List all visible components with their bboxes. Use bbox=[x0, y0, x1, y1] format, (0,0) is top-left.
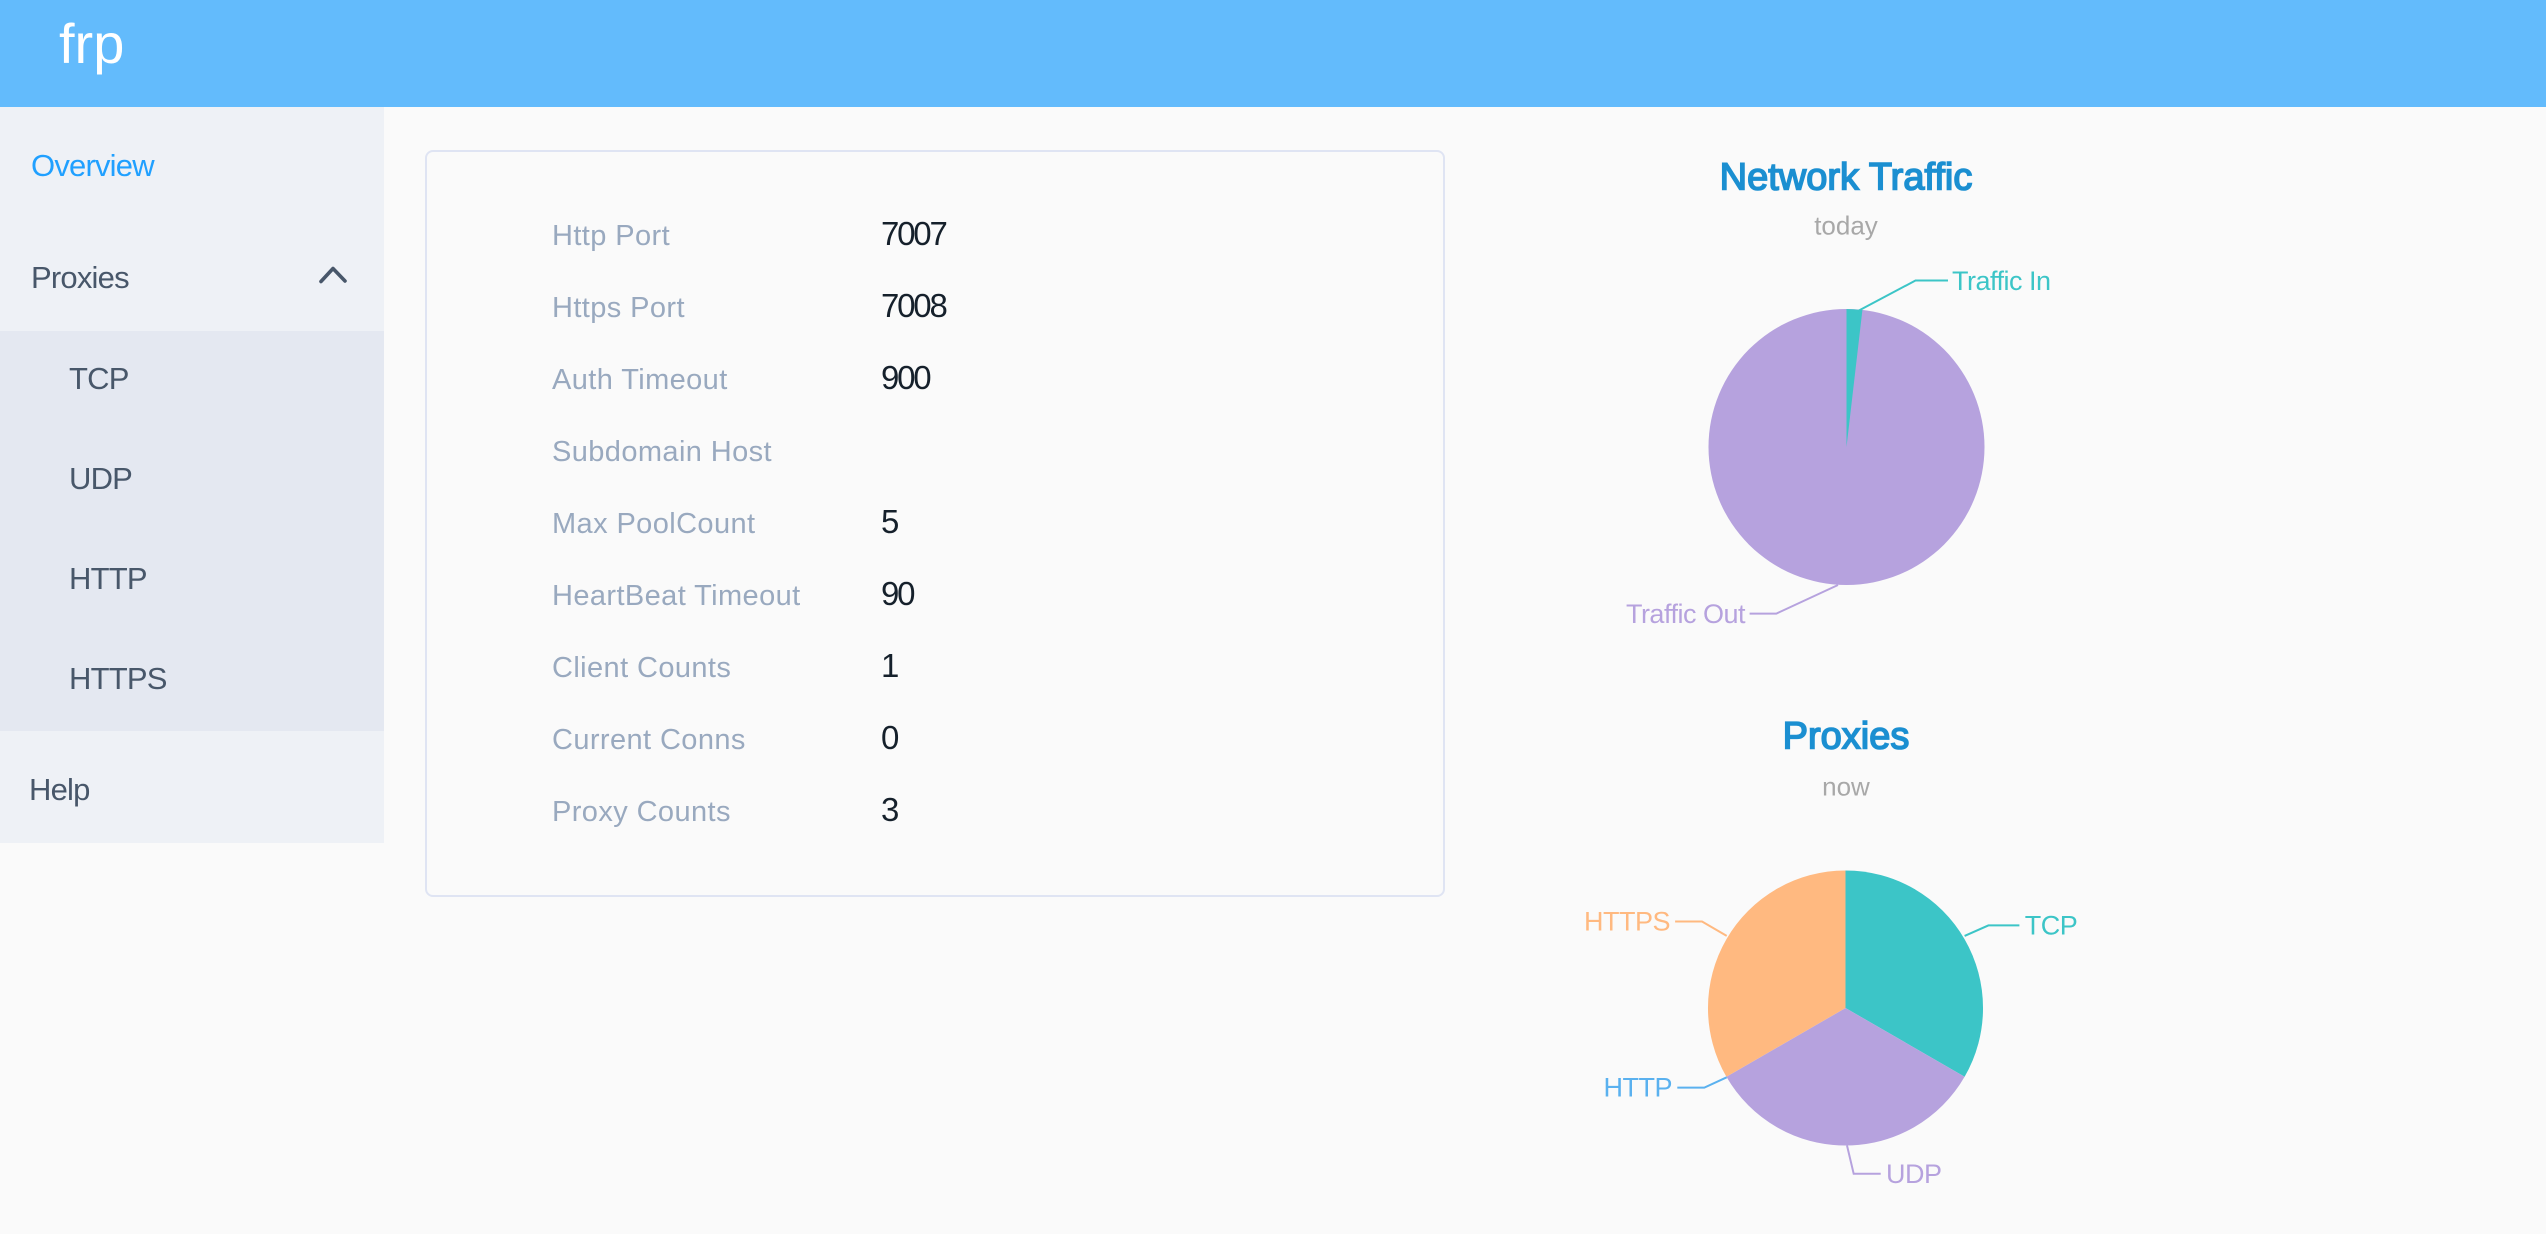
svg-text:Traffic Out: Traffic Out bbox=[1626, 599, 1746, 629]
svg-text:Traffic In: Traffic In bbox=[1952, 266, 2051, 296]
svg-text:TCP: TCP bbox=[2025, 910, 2078, 940]
svg-text:Network Traffic: Network Traffic bbox=[1720, 157, 1973, 199]
svg-text:Proxies: Proxies bbox=[1783, 716, 1910, 758]
svg-text:HTTP: HTTP bbox=[1604, 1073, 1673, 1103]
svg-text:now: now bbox=[1822, 772, 1870, 802]
svg-text:today: today bbox=[1814, 211, 1878, 241]
svg-text:HTTPS: HTTPS bbox=[1584, 907, 1670, 937]
svg-text:UDP: UDP bbox=[1886, 1159, 1942, 1189]
